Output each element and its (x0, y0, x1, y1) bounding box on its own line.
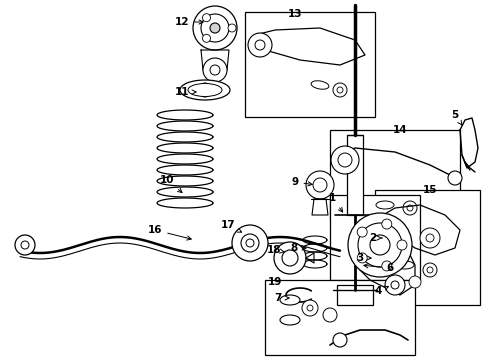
Circle shape (397, 240, 407, 250)
Circle shape (274, 242, 306, 274)
Bar (245, 12, 375, 117)
Circle shape (378, 223, 402, 247)
Circle shape (246, 239, 254, 247)
Circle shape (282, 250, 298, 266)
Circle shape (201, 14, 229, 42)
Circle shape (357, 227, 367, 237)
Circle shape (313, 178, 327, 192)
Circle shape (306, 171, 334, 199)
Circle shape (333, 333, 347, 347)
Text: 5: 5 (451, 110, 462, 125)
Circle shape (333, 83, 347, 97)
Circle shape (358, 223, 402, 267)
Circle shape (202, 14, 211, 22)
Circle shape (323, 308, 337, 322)
Circle shape (385, 230, 395, 240)
Circle shape (337, 87, 343, 93)
Circle shape (331, 146, 359, 174)
Ellipse shape (188, 84, 222, 96)
Text: 19: 19 (268, 277, 282, 287)
Ellipse shape (280, 315, 300, 325)
Ellipse shape (376, 201, 394, 209)
Circle shape (403, 201, 417, 215)
Text: 12: 12 (175, 17, 203, 27)
Circle shape (338, 153, 352, 167)
Circle shape (21, 241, 29, 249)
Text: 7: 7 (274, 293, 289, 303)
Circle shape (348, 213, 412, 277)
Text: 4: 4 (374, 286, 389, 296)
Text: 15: 15 (423, 185, 437, 195)
Circle shape (423, 263, 437, 277)
Circle shape (255, 40, 265, 50)
Circle shape (426, 234, 434, 242)
Circle shape (228, 24, 236, 32)
Circle shape (203, 58, 227, 82)
Text: 8: 8 (291, 243, 306, 253)
Text: 16: 16 (148, 225, 191, 240)
Circle shape (241, 234, 259, 252)
Text: 18: 18 (267, 245, 284, 255)
Circle shape (15, 235, 35, 255)
Circle shape (307, 305, 313, 311)
Ellipse shape (280, 295, 300, 305)
Circle shape (385, 275, 405, 295)
Bar (330, 195, 420, 280)
Circle shape (448, 171, 462, 185)
Circle shape (420, 228, 440, 248)
Circle shape (198, 83, 212, 97)
Circle shape (193, 6, 237, 50)
Circle shape (210, 23, 220, 33)
Text: 13: 13 (288, 9, 302, 19)
Circle shape (409, 276, 421, 288)
Text: 1: 1 (328, 193, 343, 212)
Bar (330, 130, 460, 220)
Circle shape (302, 300, 318, 316)
Ellipse shape (180, 80, 230, 100)
Text: 10: 10 (160, 175, 182, 193)
Text: 17: 17 (220, 220, 242, 232)
Bar (337, 285, 373, 305)
Text: 2: 2 (369, 233, 382, 243)
Circle shape (202, 34, 211, 42)
Circle shape (232, 225, 268, 261)
Circle shape (357, 253, 367, 263)
Circle shape (210, 65, 220, 75)
Text: 14: 14 (392, 125, 407, 135)
Circle shape (382, 261, 392, 271)
Circle shape (370, 235, 390, 255)
Ellipse shape (311, 81, 329, 89)
Circle shape (248, 33, 272, 57)
Ellipse shape (396, 261, 414, 269)
Circle shape (407, 205, 413, 211)
Bar (347, 135, 363, 215)
Text: 6: 6 (364, 263, 393, 273)
Circle shape (427, 267, 433, 273)
Text: 9: 9 (292, 177, 312, 187)
Text: 3: 3 (356, 253, 371, 263)
Circle shape (391, 281, 399, 289)
Bar (265, 280, 415, 355)
Bar (375, 190, 480, 305)
Text: 11: 11 (175, 87, 196, 97)
Circle shape (382, 219, 392, 229)
